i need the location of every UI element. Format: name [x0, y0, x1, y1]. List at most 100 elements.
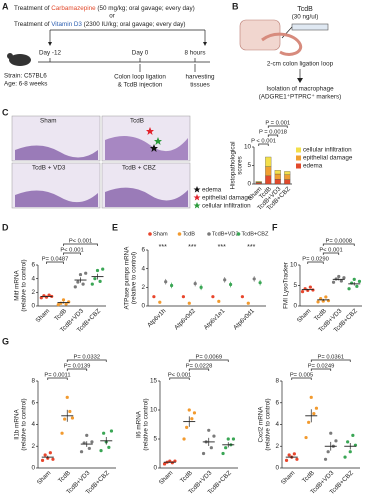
comparison-bracket	[188, 368, 210, 371]
y-axis-label: Cxcl2 mRNA	[258, 406, 265, 443]
p-value: P < 0.001	[251, 139, 276, 145]
comparison-bracket	[46, 261, 64, 264]
data-point	[47, 293, 51, 297]
bar-segment	[255, 181, 262, 183]
x-tick-label: Atp6v1e1	[203, 307, 227, 331]
event: & TcdB injection	[118, 82, 163, 89]
p-value: P= 0.005	[290, 373, 313, 379]
data-point	[39, 296, 43, 300]
comparison-bracket	[322, 243, 355, 246]
data-point	[343, 455, 347, 459]
comparison-bracket	[258, 143, 269, 146]
x-tick-label: Sham	[35, 308, 52, 325]
timeline: Treatment of Carbamazepine (50 mg/kg; or…	[4, 5, 215, 89]
star	[150, 144, 158, 152]
data-point	[187, 408, 191, 412]
data-point	[70, 416, 75, 420]
strain: Strain: C57BL6	[4, 73, 47, 80]
comparison-bracket	[307, 261, 324, 264]
y-axis-label: (relative to control)	[143, 398, 150, 450]
treatment-bracket	[49, 29, 206, 44]
loop-label: 2-cm colon ligation loop	[267, 61, 334, 68]
panel-label: C	[2, 107, 9, 117]
data-point	[355, 284, 359, 288]
data-point	[84, 271, 88, 275]
data-point	[209, 446, 213, 450]
data-point	[307, 420, 311, 424]
data-point	[207, 428, 211, 432]
day-label: 8 hours	[184, 50, 205, 57]
data-point	[309, 395, 313, 399]
event: harvesting	[185, 74, 215, 81]
data-point	[109, 429, 114, 433]
x-tick-label: Sham	[158, 470, 175, 487]
data-point	[90, 440, 94, 444]
y-tick-label: 0	[247, 181, 251, 188]
panel-label: B	[232, 1, 239, 11]
data-point	[221, 451, 225, 456]
star	[154, 137, 162, 145]
tissue	[15, 190, 98, 207]
significance: ***	[188, 244, 196, 251]
data-point	[107, 445, 111, 449]
legend-marker	[236, 232, 241, 236]
data-point	[201, 451, 206, 456]
legend-swatch	[296, 147, 301, 153]
tissue	[15, 145, 98, 160]
mouse-icon	[9, 54, 31, 66]
y-axis-label: ATPase pumps mRNA	[124, 246, 131, 310]
data-point	[43, 453, 47, 457]
data-point	[81, 282, 85, 286]
x-tick-label: TcdB	[179, 470, 194, 485]
key-label: edema	[202, 187, 222, 194]
comparison-bracket	[188, 359, 229, 362]
comparison-bracket	[267, 134, 279, 137]
y-tick-label: 5	[153, 436, 157, 443]
y-tick-label: 10	[244, 144, 252, 151]
data-point	[40, 458, 45, 462]
y-tick-label: 0	[275, 465, 279, 472]
data-point	[192, 411, 197, 415]
panel-label: E	[112, 222, 118, 232]
data-point	[85, 433, 89, 437]
p-value: P< 0.001	[168, 373, 191, 379]
bar-segment	[284, 179, 291, 185]
data-point	[61, 298, 66, 302]
y-tick-label: 0	[31, 303, 35, 310]
comparison-bracket	[66, 359, 107, 362]
y-tick-label: 8	[275, 378, 279, 385]
data-point	[63, 417, 67, 421]
legend-label: TcdB+VD3	[212, 231, 239, 237]
x-tick-label: TcdB	[301, 470, 316, 485]
data-point	[48, 451, 52, 455]
panel-label: G	[2, 336, 9, 346]
bar-segment	[284, 174, 291, 180]
event: tissues	[190, 82, 210, 89]
x-tick-label: TcdB	[53, 308, 68, 323]
x-tick-label: Atp6v0d1	[232, 307, 256, 331]
x-tick-label: Atp6v1h	[146, 307, 168, 329]
legend-marker	[207, 232, 211, 236]
legend-marker	[148, 232, 152, 236]
image-label: Sham	[40, 118, 56, 125]
p-value: P= 0.0139	[64, 364, 91, 370]
data-point	[312, 412, 316, 416]
key-label: epithelial damage	[202, 195, 252, 202]
y-tick-label: 6	[31, 399, 35, 406]
data-point	[99, 449, 103, 453]
y-tick-label: 4	[31, 421, 35, 428]
image-label: TcdB + VD3	[32, 165, 66, 172]
y-axis-label: Mitf mRNA	[14, 269, 21, 300]
p-value: P< 0.001	[319, 248, 342, 254]
bar-segment	[274, 170, 281, 175]
p-value: P= 0.0228	[186, 364, 213, 370]
day-label: Day 0	[132, 50, 149, 57]
y-axis-label: Il6 mRNA	[136, 410, 143, 438]
data-point	[308, 285, 312, 289]
y-tick-label: 2	[275, 443, 279, 450]
bar-segment	[284, 171, 291, 175]
bar-segment	[274, 179, 281, 185]
data-point	[287, 453, 291, 457]
legend-label: epithelial damage	[303, 155, 353, 162]
legend-label: edema	[303, 163, 323, 170]
